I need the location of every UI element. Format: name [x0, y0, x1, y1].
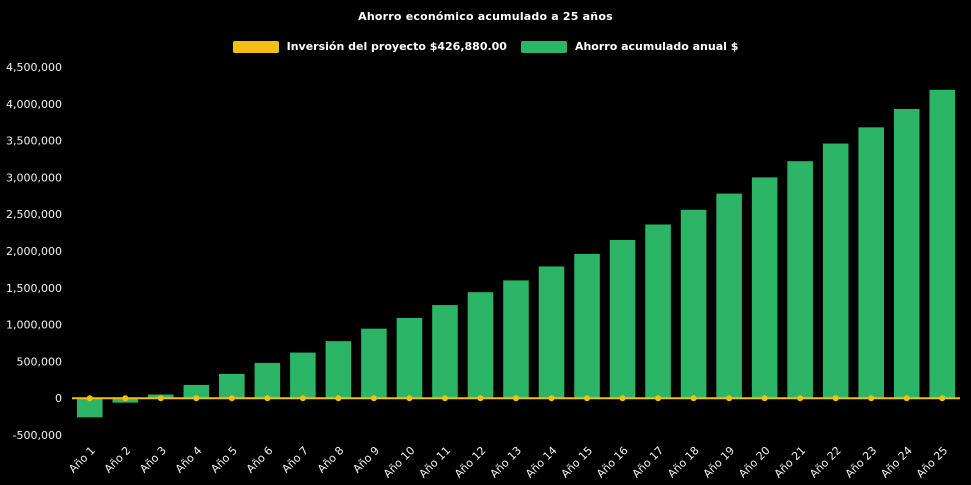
- investment-marker: [370, 395, 377, 402]
- bar-año-19: [716, 193, 742, 399]
- investment-swatch-icon: [232, 40, 279, 53]
- x-axis-label: Año 6: [244, 444, 276, 476]
- x-axis-label: Año 3: [137, 444, 169, 476]
- investment-marker: [406, 395, 413, 402]
- bar-año-15: [574, 253, 600, 399]
- x-axis-label: Año 11: [416, 444, 453, 481]
- x-axis-label: Año 17: [630, 444, 667, 481]
- x-axis-label: Año 16: [594, 444, 631, 481]
- bar-año-12: [467, 292, 494, 399]
- bar-año-4: [183, 384, 210, 399]
- chart-title: Ahorro económico acumulado a 25 años: [358, 10, 613, 23]
- bar-año-14: [538, 266, 565, 399]
- x-axis-label: Año 21: [772, 444, 809, 481]
- investment-marker: [299, 395, 306, 402]
- bar-año-5: [219, 373, 245, 399]
- investment-marker: [868, 395, 875, 402]
- investment-marker: [86, 395, 93, 402]
- investment-marker: [264, 395, 271, 402]
- x-axis-label: Año 22: [807, 444, 844, 481]
- bar-año-11: [432, 305, 458, 399]
- investment-marker: [939, 395, 946, 402]
- bar-año-16: [609, 239, 636, 399]
- investment-marker: [335, 395, 342, 402]
- bar-año-13: [503, 280, 529, 399]
- y-axis-label: 3,000,000: [6, 171, 62, 184]
- investment-marker: [690, 395, 697, 402]
- x-axis-label: Año 8: [315, 444, 347, 476]
- investment-marker: [228, 395, 235, 402]
- x-axis-label: Año 25: [914, 444, 951, 481]
- bar-año-9: [361, 328, 387, 399]
- bar-año-23: [858, 127, 884, 399]
- bar-año-6: [254, 362, 281, 399]
- investment-marker: [584, 395, 591, 402]
- x-axis-label: Año 9: [350, 444, 382, 476]
- y-axis-label: 2,000,000: [6, 245, 62, 258]
- investment-marker: [655, 395, 662, 402]
- savings-swatch-icon: [520, 40, 567, 53]
- y-axis-label: 4,000,000: [6, 98, 62, 111]
- investment-marker: [797, 395, 804, 402]
- bar-año-8: [325, 341, 352, 399]
- x-axis-label: Año 1: [66, 444, 98, 476]
- x-axis-label: Año 13: [488, 444, 525, 481]
- investment-marker: [157, 395, 164, 402]
- bar-año-24: [893, 108, 920, 399]
- bar-año-18: [680, 209, 707, 399]
- legend-item-investment: Inversión del proyecto $426,880.00: [232, 40, 507, 53]
- investment-marker: [193, 395, 200, 402]
- x-axis-label: Año 12: [452, 444, 489, 481]
- x-axis-label: Año 10: [381, 444, 418, 481]
- y-axis-label: 1,500,000: [6, 282, 62, 295]
- x-axis-label: Año 5: [208, 444, 240, 476]
- bar-año-7: [290, 352, 316, 399]
- bar-año-25: [929, 89, 956, 399]
- y-axis-label: 0: [55, 392, 62, 405]
- y-axis-label: 4,500,000: [6, 61, 62, 74]
- x-axis-label: Año 2: [102, 444, 134, 476]
- investment-marker: [726, 395, 733, 402]
- x-axis-label: Año 18: [665, 444, 702, 481]
- bar-año-22: [822, 143, 849, 399]
- bar-año-1: [76, 398, 103, 418]
- y-axis-label: 3,500,000: [6, 135, 62, 148]
- chart-legend: Inversión del proyecto $426,880.00 Ahorr…: [0, 40, 971, 53]
- investment-marker: [477, 395, 484, 402]
- legend-label-savings: Ahorro acumulado anual $: [574, 40, 739, 53]
- bar-año-20: [751, 177, 778, 399]
- bar-año-17: [645, 224, 671, 399]
- y-axis-label: 2,500,000: [6, 208, 62, 221]
- legend-label-investment: Inversión del proyecto $426,880.00: [286, 40, 507, 53]
- legend-item-savings: Ahorro acumulado anual $: [520, 40, 739, 53]
- investment-marker: [441, 395, 448, 402]
- investment-marker: [122, 395, 129, 402]
- investment-marker: [548, 395, 555, 402]
- investment-marker: [832, 395, 839, 402]
- bar-año-21: [787, 161, 813, 399]
- investment-marker: [513, 395, 519, 402]
- y-axis-label: 1,000,000: [6, 319, 62, 332]
- x-axis-label: Año 7: [279, 444, 311, 476]
- x-axis-label: Año 4: [173, 444, 205, 476]
- x-axis-label: Año 20: [736, 444, 773, 481]
- bar-año-10: [396, 317, 423, 399]
- y-axis-label: 500,000: [17, 355, 63, 368]
- investment-marker: [761, 395, 768, 402]
- x-axis-label: Año 15: [559, 444, 596, 481]
- x-axis-label: Año 24: [878, 444, 915, 481]
- x-axis-label: Año 23: [843, 444, 880, 481]
- y-axis-label: -500,000: [13, 429, 62, 442]
- x-axis-label: Año 14: [523, 444, 560, 481]
- investment-marker: [903, 395, 910, 402]
- x-axis-label: Año 19: [701, 444, 738, 481]
- investment-marker: [619, 395, 626, 402]
